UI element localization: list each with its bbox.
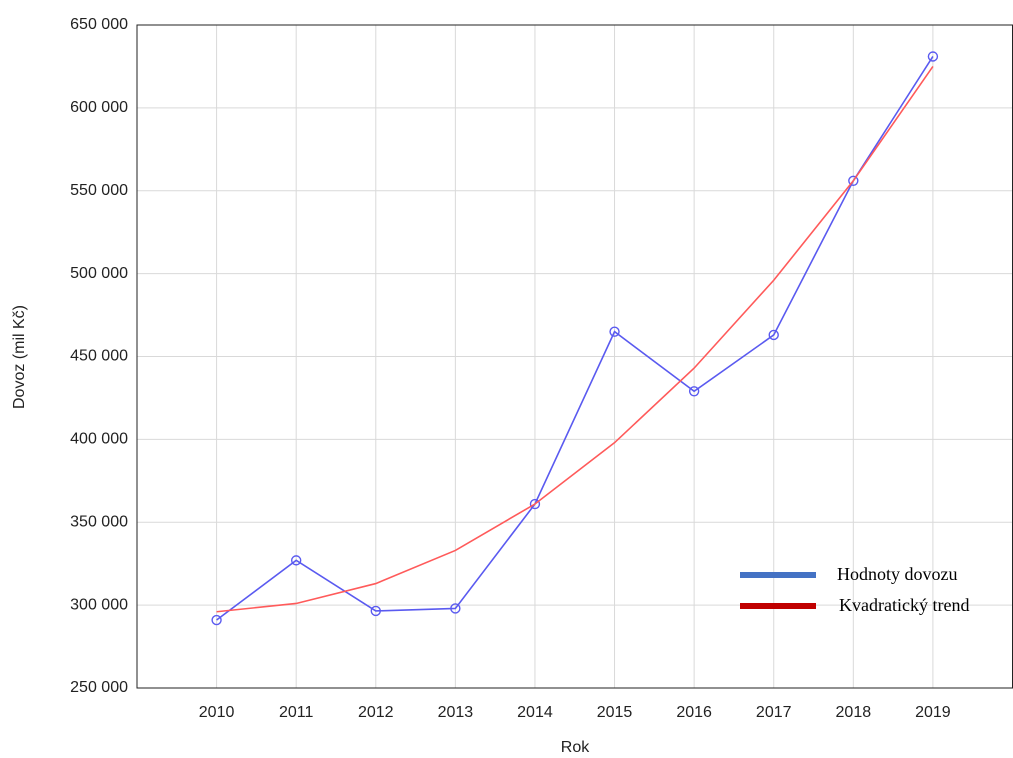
point-marker — [370, 605, 381, 617]
x-tick-label: 2015 — [597, 704, 633, 721]
legend-label: Kvadratický trend — [839, 595, 969, 615]
point-marker — [609, 326, 620, 337]
x-tick-label: 2014 — [517, 704, 553, 721]
point-marker — [450, 603, 461, 614]
y-tick-label: 300 000 — [70, 596, 128, 613]
legend-swatch — [740, 572, 816, 578]
x-tick-label: 2016 — [676, 704, 712, 721]
y-tick-label: 550 000 — [70, 182, 128, 199]
y-tick-label: 450 000 — [70, 348, 128, 365]
point-marker — [211, 614, 222, 626]
point-marker — [688, 386, 700, 397]
point-marker — [768, 329, 779, 341]
y-tick-label: 650 000 — [70, 16, 128, 33]
y-tick-label: 600 000 — [70, 99, 128, 116]
y-tick-label: 500 000 — [70, 265, 128, 282]
point-marker — [290, 555, 302, 566]
series-line — [216, 65, 934, 613]
x-tick-label: 2012 — [358, 704, 394, 721]
x-tick-label: 2018 — [836, 704, 872, 721]
x-axis-label: Rok — [561, 739, 590, 756]
y-tick-label: 400 000 — [70, 431, 128, 448]
point-marker — [927, 51, 939, 62]
x-tick-label: 2013 — [438, 704, 474, 721]
series-line — [216, 56, 934, 621]
y-tick-label: 350 000 — [70, 513, 128, 530]
x-tick-label: 2010 — [199, 704, 235, 721]
x-tick-label: 2011 — [279, 704, 314, 721]
legend-swatch — [740, 603, 816, 609]
point-marker — [529, 498, 541, 510]
legend-label: Hodnoty dovozu — [837, 564, 958, 584]
x-tick-label: 2019 — [915, 704, 951, 721]
y-axis-label: Dovoz (mil Kč) — [11, 305, 28, 409]
point-marker — [848, 175, 859, 187]
y-tick-label: 250 000 — [70, 679, 128, 696]
x-tick-label: 2017 — [756, 704, 792, 721]
